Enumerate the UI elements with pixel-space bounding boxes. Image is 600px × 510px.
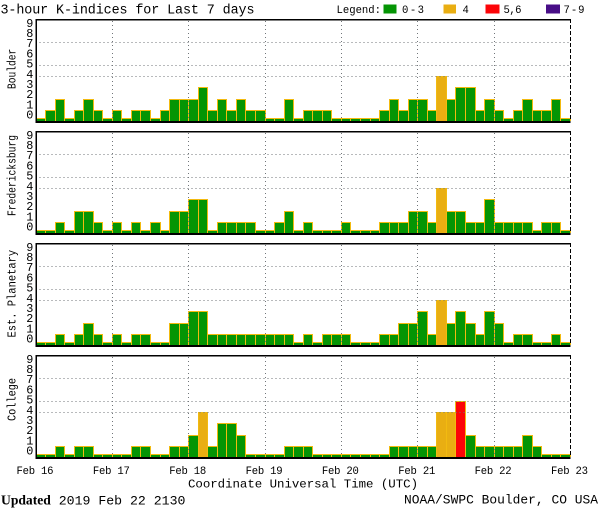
svg-text:6: 6 bbox=[26, 47, 33, 61]
svg-text:1: 1 bbox=[26, 434, 33, 448]
svg-text:Feb 18: Feb 18 bbox=[169, 466, 206, 478]
svg-text:2: 2 bbox=[26, 312, 33, 326]
svg-text:Updated 2019 Feb 22 2130: Updated 2019 Feb 22 2130 bbox=[1, 493, 185, 509]
svg-text:1: 1 bbox=[26, 322, 33, 336]
svg-text:9: 9 bbox=[26, 353, 33, 367]
svg-text:NOAA/SWPC Boulder, CO USA: NOAA/SWPC Boulder, CO USA bbox=[404, 493, 598, 508]
svg-text:0: 0 bbox=[26, 445, 33, 459]
svg-text:0: 0 bbox=[26, 109, 33, 123]
svg-text:3-hour K-indices for Last 7 da: 3-hour K-indices for Last 7 days bbox=[1, 4, 255, 19]
svg-text:5: 5 bbox=[26, 394, 33, 408]
svg-text:7: 7 bbox=[26, 373, 33, 387]
svg-text:5: 5 bbox=[26, 282, 33, 296]
svg-text:8: 8 bbox=[26, 139, 33, 153]
svg-text:Feb 16: Feb 16 bbox=[17, 466, 54, 478]
svg-text:3: 3 bbox=[26, 190, 33, 204]
svg-text:6: 6 bbox=[26, 383, 33, 397]
svg-text:0: 0 bbox=[26, 221, 33, 235]
svg-text:1: 1 bbox=[26, 210, 33, 224]
svg-text:2: 2 bbox=[26, 88, 33, 102]
svg-text:9: 9 bbox=[26, 241, 33, 255]
svg-text:Feb 23: Feb 23 bbox=[551, 466, 588, 478]
svg-text:4: 4 bbox=[26, 292, 33, 306]
svg-text:Feb 20: Feb 20 bbox=[322, 466, 359, 478]
svg-text:Feb 19: Feb 19 bbox=[246, 466, 283, 478]
svg-text:3: 3 bbox=[26, 78, 33, 92]
svg-text:7-9: 7-9 bbox=[564, 5, 585, 17]
svg-text:Legend:: Legend: bbox=[337, 5, 382, 17]
svg-text:3: 3 bbox=[26, 414, 33, 428]
svg-text:College: College bbox=[7, 378, 20, 421]
svg-text:0-3: 0-3 bbox=[402, 5, 424, 17]
svg-text:Feb 22: Feb 22 bbox=[475, 466, 512, 478]
svg-text:Feb 17: Feb 17 bbox=[93, 466, 130, 478]
svg-text:Coordinate Universal Time (UTC: Coordinate Universal Time (UTC) bbox=[188, 478, 418, 492]
svg-text:5: 5 bbox=[26, 170, 33, 184]
svg-text:4: 4 bbox=[463, 5, 469, 17]
svg-text:5: 5 bbox=[26, 58, 33, 72]
svg-text:6: 6 bbox=[26, 271, 33, 285]
svg-text:3: 3 bbox=[26, 302, 33, 316]
svg-text:7: 7 bbox=[26, 37, 33, 51]
svg-text:0: 0 bbox=[26, 333, 33, 347]
svg-text:8: 8 bbox=[26, 27, 33, 41]
svg-text:6: 6 bbox=[26, 159, 33, 173]
svg-text:Fredericksburg: Fredericksburg bbox=[7, 135, 20, 216]
svg-text:4: 4 bbox=[26, 404, 33, 418]
svg-text:Feb 21: Feb 21 bbox=[398, 466, 435, 478]
svg-text:2: 2 bbox=[26, 200, 33, 214]
svg-text:7: 7 bbox=[26, 261, 33, 275]
svg-text:5,6: 5,6 bbox=[504, 5, 522, 17]
svg-text:2: 2 bbox=[26, 424, 33, 438]
svg-text:Est. Planetary: Est. Planetary bbox=[7, 250, 20, 338]
svg-text:7: 7 bbox=[26, 149, 33, 163]
svg-text:4: 4 bbox=[26, 180, 33, 194]
svg-text:8: 8 bbox=[26, 251, 33, 265]
svg-text:4: 4 bbox=[26, 68, 33, 82]
svg-text:8: 8 bbox=[26, 363, 33, 377]
svg-text:9: 9 bbox=[26, 17, 33, 31]
svg-text:9: 9 bbox=[26, 129, 33, 143]
svg-text:1: 1 bbox=[26, 98, 33, 112]
svg-text:Boulder: Boulder bbox=[7, 49, 20, 89]
